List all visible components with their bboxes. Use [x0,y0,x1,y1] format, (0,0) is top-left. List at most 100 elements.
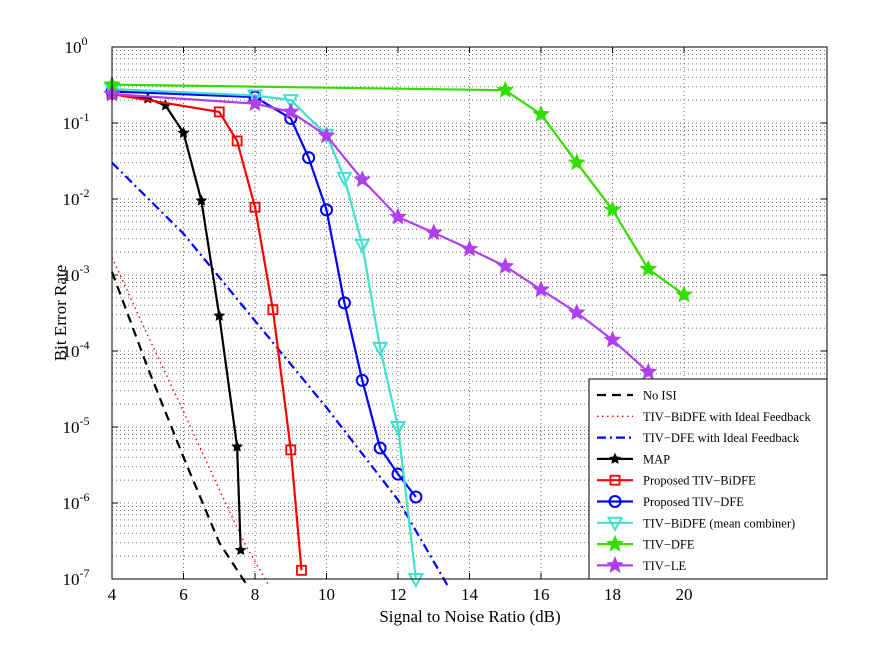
series-line [111,93,650,373]
data-point [282,94,299,110]
legend-entry-proposed-tiv-bidfe: Proposed TIV−BiDFE [597,474,756,488]
legend-entry-tiv-dfe-with-ideal-feedback: TIV−DFE with Ideal Feedback [597,431,800,445]
x-axis-ticks: 4 6 8 10 12 14 16 18 20 [108,47,693,604]
data-point [371,341,389,357]
series-tiv-dfe-with-ideal-feedback [111,161,450,587]
data-point [532,280,550,298]
legend-swatch-marker [606,556,624,573]
legend-label: No ISI [643,389,677,403]
data-point [246,89,264,105]
series-line [111,87,417,580]
series-tiv-bidfe-mean-combiner [103,83,425,589]
data-point [195,194,208,206]
data-point [355,373,369,387]
x-tick-label: 20 [676,585,693,604]
y-tick-label: 10-7 [63,566,90,589]
x-tick-label: 4 [108,585,117,604]
data-point [231,440,244,452]
legend-entry-tiv-bidfe-with-ideal-feedback: TIV−BiDFE with Ideal Feedback [597,410,812,424]
y-tick-label: 10-4 [63,338,90,361]
data-point [302,151,316,165]
y-tick-label: 10-5 [63,414,90,437]
legend-label: Proposed TIV−DFE [643,495,744,509]
data-point [675,285,693,303]
x-tick-label: 10 [318,585,335,604]
series-line [111,93,303,571]
y-tick-label: 10-1 [63,110,90,133]
data-point [317,126,336,144]
x-tick-label: 16 [533,585,550,604]
data-point [460,239,479,257]
data-point [320,203,333,217]
series-line [111,257,270,587]
legend-entry-tiv-bidfe-mean-combiner: TIV−BiDFE (mean combiner) [597,516,795,532]
data-point [354,238,371,254]
data-point [424,223,443,241]
legend-swatch-marker [609,452,621,464]
data-point [389,421,407,437]
legend-entry-proposed-tiv-dfe: Proposed TIV−DFE [597,495,744,509]
legend: No ISI TIV−BiDFE with Ideal Feedback TIV−D… [588,378,828,580]
data-point [231,135,243,147]
y-tick-label: 10-3 [63,262,90,285]
data-point [496,80,515,98]
series-tiv-le [103,84,658,380]
data-point [337,296,351,310]
series-tiv-dfe [103,75,693,303]
legend-swatch-marker [608,495,622,508]
data-point [407,573,425,589]
series-no-isi [110,271,249,588]
series-tiv-bidfe-with-ideal-feedback [111,257,270,587]
data-point [213,106,225,118]
legend-swatch-marker [606,534,624,552]
x-tick-label: 6 [179,585,188,604]
legend-swatch-marker [606,516,624,532]
data-point [267,304,279,316]
legend-entry-no-isi: No ISI [597,389,677,403]
data-point [249,201,261,213]
x-tick-label: 14 [461,585,479,604]
data-point [567,153,586,171]
x-tick-label: 12 [390,585,407,604]
series-line [110,271,249,588]
data-point [296,564,307,576]
data-point [409,490,423,504]
data-point [246,94,264,112]
y-tick-label: 10-6 [63,490,90,513]
data-point [603,200,622,218]
legend-label: TIV−BiDFE with Ideal Feedback [643,410,812,424]
data-point [213,309,226,321]
legend-label: TIV−LE [643,559,687,573]
data-point [234,543,247,556]
data-point [639,259,658,277]
y-tick-label: 10-2 [63,186,90,209]
legend-label: MAP [643,452,670,466]
legend-entry-map: MAP [597,452,670,466]
y-axis-label: Bit Error Rate [51,265,70,361]
data-point [177,126,190,138]
y-axis-ticks: 100 10-1 10-2 10-3 10-4 10-5 10-6 10-7 [63,34,827,589]
legend-swatch-marker [609,474,621,486]
series-layer [103,75,693,589]
series-line [111,161,450,587]
data-point [285,444,297,456]
legend-label: Proposed TIV−BiDFE [643,474,756,488]
data-point [532,104,550,122]
series-map [106,87,247,556]
data-point [281,102,300,120]
legend-entry-tiv-dfe: TIV−DFE [597,534,695,552]
legend-label: TIV−DFE with Ideal Feedback [643,431,800,445]
legend-label: TIV−DFE [643,538,695,552]
data-point [389,207,407,225]
legend-label: TIV−BiDFE (mean combiner) [643,516,795,530]
y-tick-label: 100 [65,34,88,57]
data-point [603,330,622,348]
x-tick-label: 18 [604,585,621,604]
data-point [567,303,586,321]
x-tick-label: 8 [251,585,260,604]
legend-entry-tiv-le: TIV−LE [597,556,687,573]
data-point [639,362,658,380]
data-point [496,257,515,274]
data-point [373,441,387,455]
